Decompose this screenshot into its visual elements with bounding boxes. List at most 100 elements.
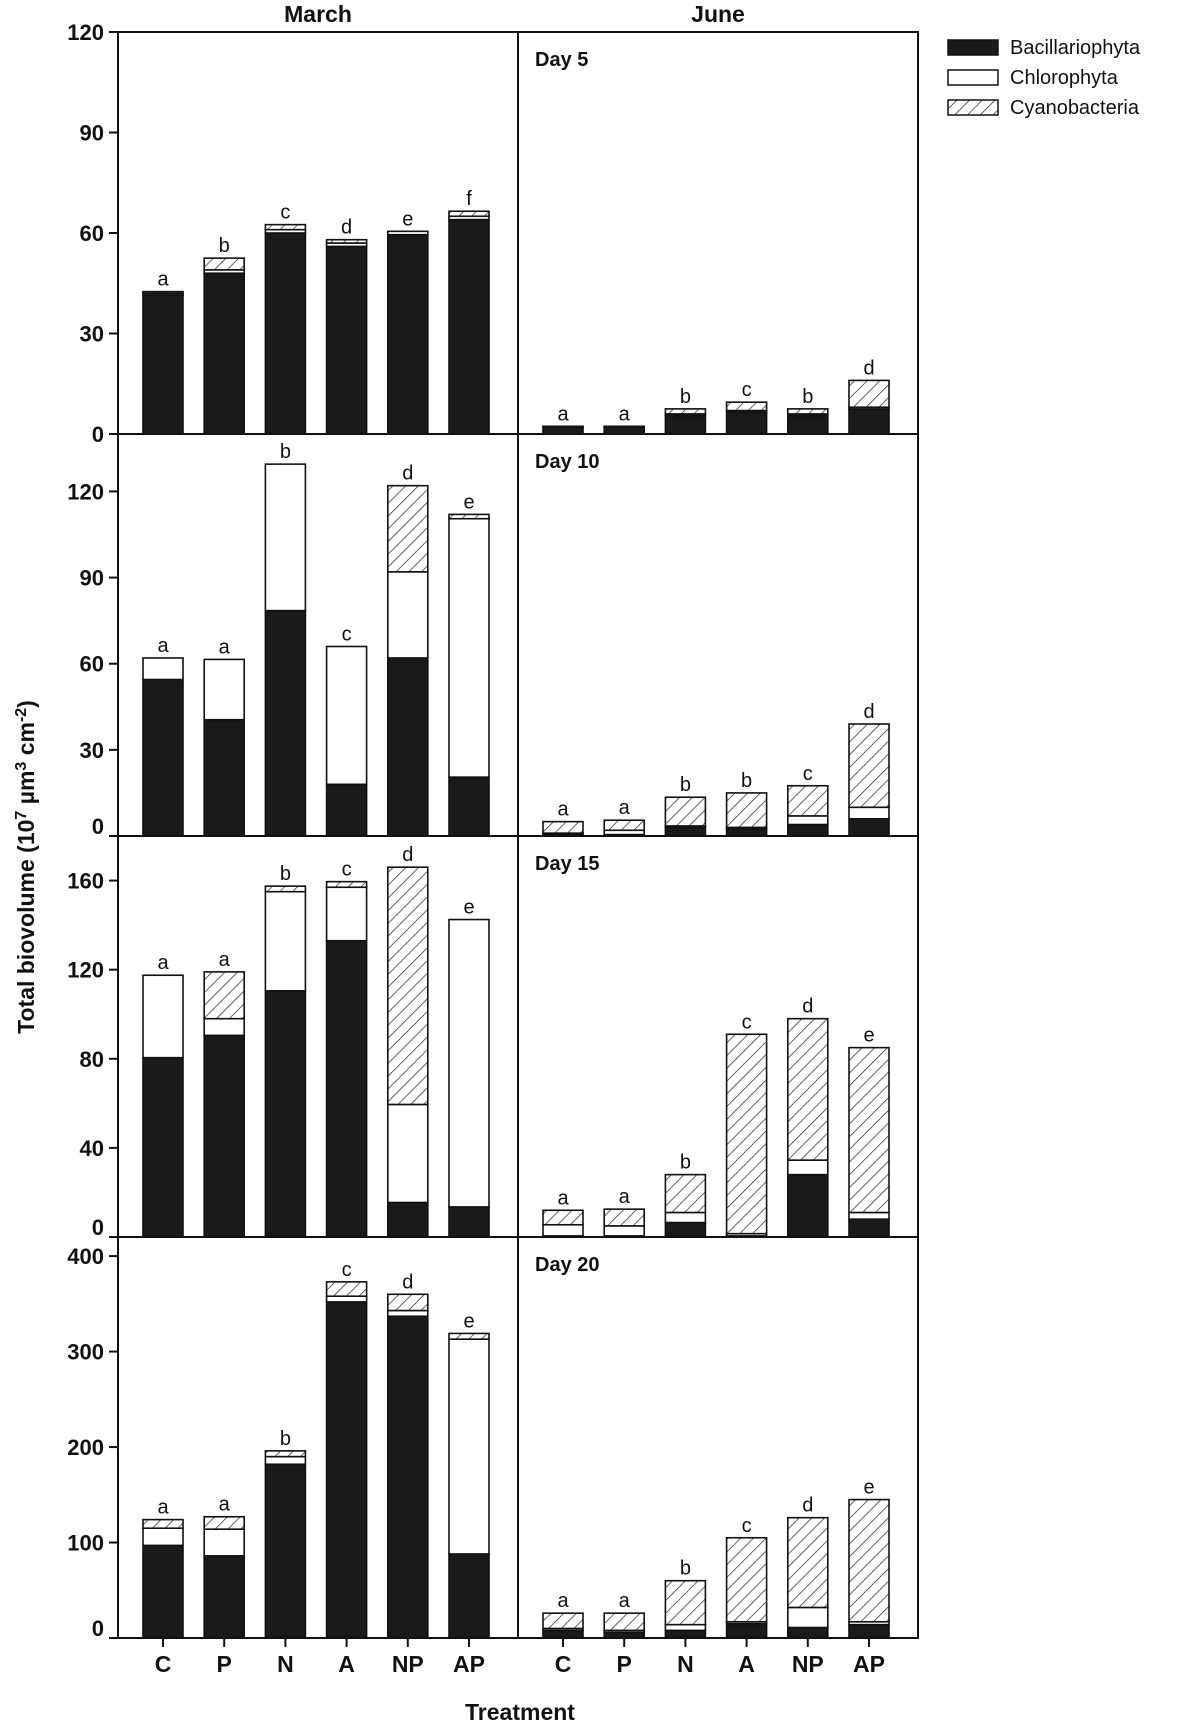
y-tick-label: 60 xyxy=(80,652,104,677)
significance-letter: a xyxy=(157,1497,169,1519)
significance-letter: c xyxy=(342,623,352,645)
x-tick-label: P xyxy=(617,1651,632,1677)
y-tick-label: 90 xyxy=(80,566,104,591)
bar-segment-bacillariophyta xyxy=(264,1463,307,1639)
bar-segment-cyanobacteria xyxy=(264,1450,307,1458)
significance-letter: a xyxy=(219,1494,231,1516)
significance-letter: d xyxy=(802,1495,813,1517)
bar-segment-cyanobacteria xyxy=(325,1281,368,1297)
bar-segment-cyanobacteria xyxy=(542,425,584,428)
y-tick-label: 120 xyxy=(67,20,104,45)
x-tick-label: P xyxy=(217,1651,232,1677)
bar-segment-cyanobacteria xyxy=(725,1033,768,1235)
x-tick-label: N xyxy=(277,1651,294,1677)
bar-segment-cyanobacteria xyxy=(725,1536,768,1623)
significance-letter: c xyxy=(342,1259,352,1281)
significance-letter: b xyxy=(680,386,691,408)
bar-segment-cyanobacteria xyxy=(542,820,584,834)
legend-swatch-chlorophyta xyxy=(947,69,999,86)
significance-letter: b xyxy=(741,770,752,792)
bar-segment-chlorophyta xyxy=(203,1528,245,1557)
significance-letter: a xyxy=(157,952,169,974)
bar-segment-chlorophyta xyxy=(664,1623,707,1632)
significance-letter: e xyxy=(863,1477,874,1499)
significance-letter: f xyxy=(466,188,472,210)
bar-segment-chlorophyta xyxy=(203,658,245,721)
significance-letter: e xyxy=(402,208,413,230)
bar-segment-cyanobacteria xyxy=(325,238,368,244)
bar-segment-bacillariophyta xyxy=(325,1301,368,1639)
bar-segment-cyanobacteria xyxy=(142,290,184,295)
significance-letter: a xyxy=(157,269,169,291)
x-tick-label: A xyxy=(338,1651,355,1677)
bar-segment-cyanobacteria xyxy=(848,1498,890,1623)
y-tick-label: 90 xyxy=(80,121,104,146)
bar-segment-bacillariophyta xyxy=(786,1626,829,1639)
bar-segment-cyanobacteria xyxy=(786,1017,829,1161)
day-label: Day 5 xyxy=(535,49,588,71)
bar-segment-cyanobacteria xyxy=(386,1293,429,1312)
bar-segment-bacillariophyta xyxy=(142,1056,184,1238)
bar-segment-cyanobacteria xyxy=(542,1209,584,1226)
bar-segment-bacillariophyta xyxy=(848,1623,890,1639)
x-tick-label: AP xyxy=(453,1651,485,1677)
significance-letter: e xyxy=(863,1025,874,1047)
x-tick-label: AP xyxy=(853,1651,885,1677)
y-tick-label: 0 xyxy=(92,1215,104,1240)
legend-label-cyanobacteria: Cyanobacteria xyxy=(1010,97,1140,119)
bar-segment-cyanobacteria xyxy=(603,425,646,428)
bar-segment-chlorophyta xyxy=(142,1527,184,1547)
bar-segment-cyanobacteria xyxy=(848,1046,890,1214)
y-tick-label: 80 xyxy=(80,1047,104,1072)
bar-segment-chlorophyta xyxy=(786,1606,829,1629)
bar-segment-bacillariophyta xyxy=(664,1629,707,1639)
bar-segment-cyanobacteria xyxy=(664,1579,707,1626)
significance-letter: d xyxy=(402,844,413,866)
significance-letter: b xyxy=(280,863,291,885)
bar-segment-bacillariophyta xyxy=(142,678,184,837)
bar-segment-cyanobacteria xyxy=(725,792,768,829)
x-tick-label: C xyxy=(555,1651,572,1677)
panels-layer: a b c d e f a a b c b d a a b c d e a a b b c d a a b c d e a a b c d e a a b c… xyxy=(142,188,890,1639)
bar-segment-cyanobacteria xyxy=(142,1518,184,1530)
bar-segment-bacillariophyta xyxy=(325,939,368,1238)
bar-segment-cyanobacteria xyxy=(448,1332,490,1340)
bar-segment-chlorophyta xyxy=(603,1225,646,1237)
bar-segment-bacillariophyta xyxy=(325,783,368,837)
bar-segment-cyanobacteria xyxy=(664,1173,707,1214)
bar-segment-bacillariophyta xyxy=(386,1315,429,1639)
bar-segment-bacillariophyta xyxy=(203,1034,245,1238)
significance-letter: d xyxy=(341,217,352,239)
bar-segment-bacillariophyta xyxy=(264,990,307,1238)
y-tick-label: 300 xyxy=(67,1340,104,1365)
significance-letter: b xyxy=(280,1428,291,1450)
bar-segment-cyanobacteria xyxy=(386,484,429,573)
bar-segment-chlorophyta xyxy=(264,890,307,992)
bar-segment-cyanobacteria xyxy=(725,401,768,412)
bar-segment-bacillariophyta xyxy=(542,1629,584,1639)
bar-segment-chlorophyta xyxy=(325,645,368,786)
bar-segment-chlorophyta xyxy=(325,886,368,942)
bar-segment-chlorophyta xyxy=(664,1211,707,1224)
significance-letter: c xyxy=(803,763,813,785)
bar-segment-cyanobacteria xyxy=(603,1208,646,1227)
bar-segment-bacillariophyta xyxy=(786,823,829,837)
panel-march-day-15: a a b c d e xyxy=(142,844,490,1238)
bar-segment-cyanobacteria xyxy=(664,408,707,415)
panel-june-day-10: a a b b c d xyxy=(542,701,890,837)
bar-segment-bacillariophyta xyxy=(448,1553,490,1639)
legend: Bacillariophyta Chlorophyta Cyanobacteria xyxy=(947,37,1141,119)
bar-segment-chlorophyta xyxy=(786,815,829,826)
day-label: Day 10 xyxy=(535,451,600,473)
y-tick-label: 0 xyxy=(92,1616,104,1641)
bar-segment-bacillariophyta xyxy=(386,657,429,837)
significance-letter: e xyxy=(463,1310,474,1332)
bar-segment-chlorophyta xyxy=(264,463,307,612)
bar-segment-chlorophyta xyxy=(203,1017,245,1037)
column-title-march: March xyxy=(284,1,352,27)
bar-segment-chlorophyta xyxy=(448,918,490,1208)
significance-letter: b xyxy=(680,1152,691,1174)
bar-segment-bacillariophyta xyxy=(325,245,368,435)
bar-segment-cyanobacteria xyxy=(848,723,890,809)
bar-segment-chlorophyta xyxy=(142,974,184,1059)
